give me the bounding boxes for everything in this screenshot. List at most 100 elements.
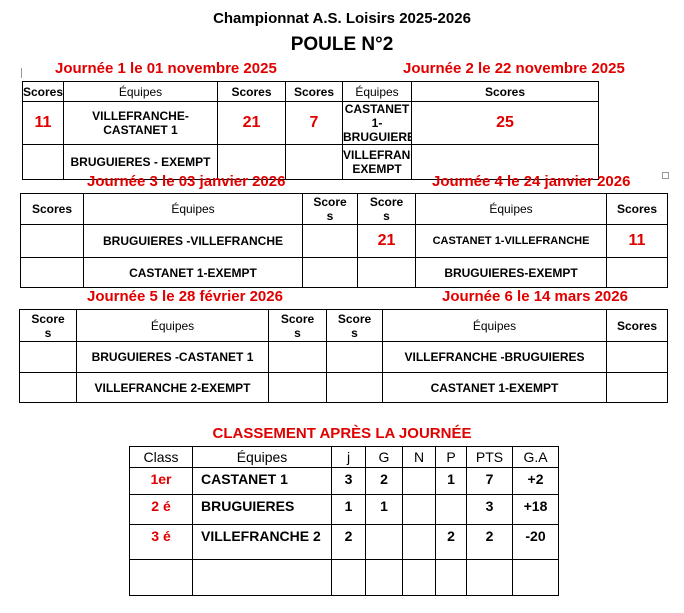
stat-cell — [512, 559, 559, 596]
stat-cell — [365, 524, 403, 560]
journee-4-heading: Journée 4 le 24 janvier 2026 — [432, 173, 631, 190]
stat-cell: 3 — [331, 467, 366, 495]
header-scores: Scores — [606, 309, 668, 342]
team-name: CASTANET 1 — [192, 467, 332, 495]
journee-5-6-table: Scores Équipes Scores Scores Équipes Sco… — [19, 309, 668, 403]
journee-2-heading: Journée 2 le 22 novembre 2025 — [403, 60, 625, 77]
stat-cell: 2 — [435, 524, 467, 560]
journee-1-2-table: Scores Équipes Scores Scores Équipes Sco… — [22, 81, 665, 180]
stat-cell — [402, 467, 436, 495]
score-cell — [20, 257, 84, 288]
stat-cell: 1 — [365, 494, 403, 525]
stat-cell: 1 — [331, 494, 366, 525]
journee-5-heading: Journée 5 le 28 février 2026 — [87, 288, 283, 305]
header-scores: Scores — [268, 309, 327, 342]
match-teams: VILLEFRANCHE- EXEMPT — [342, 144, 412, 180]
stat-cell: 3 — [466, 494, 513, 525]
match-teams: BRUGUIERES - EXEMPT — [63, 144, 218, 180]
score-cell — [268, 341, 327, 373]
column-header: Class — [129, 446, 193, 468]
score-cell — [606, 341, 668, 373]
score-cell: 11 — [22, 101, 64, 145]
match-teams: CASTANET 1-VILLEFRANCHE — [415, 224, 607, 258]
header-scores: Scores — [19, 309, 77, 342]
match-teams: VILLEFRANCHE-CASTANET 1 — [63, 101, 218, 145]
stat-cell — [466, 559, 513, 596]
document-title: Championnat A.S. Loisirs 2025-2026 — [213, 10, 471, 27]
team-name — [192, 559, 332, 596]
rank: 3 é — [129, 524, 193, 560]
journee-6-heading: Journée 6 le 14 mars 2026 — [442, 288, 628, 305]
header-scores: Scores — [285, 81, 343, 102]
stat-cell: +18 — [512, 494, 559, 525]
score-cell — [606, 372, 668, 403]
score-cell — [357, 257, 416, 288]
header-scores: Scores — [217, 81, 286, 102]
header-equipes: Équipes — [415, 193, 607, 225]
rank — [129, 559, 193, 596]
journee-3-4-table: Scores Équipes Scores Scores Équipes Sco… — [20, 193, 668, 288]
header-equipes: Équipes — [83, 193, 303, 225]
team-name: BRUGUIERES — [192, 494, 332, 525]
score-cell — [19, 372, 77, 403]
column-header: G.A — [512, 446, 559, 468]
stat-cell — [402, 524, 436, 560]
table-resize-handle[interactable] — [662, 172, 669, 179]
score-cell — [20, 224, 84, 258]
column-header: N — [402, 446, 436, 468]
header-scores: Scores — [411, 81, 599, 102]
header-equipes: Équipes — [382, 309, 607, 342]
stat-cell: 2 — [466, 524, 513, 560]
table-row: 2 é BRUGUIERES 1 1 3 +18 — [129, 494, 559, 525]
header-scores: Scores — [326, 309, 383, 342]
score-cell — [326, 372, 383, 403]
score-cell — [217, 144, 286, 180]
stat-cell: +2 — [512, 467, 559, 495]
pool-title: POULE N°2 — [290, 34, 394, 55]
score-cell — [268, 372, 327, 403]
match-teams: CASTANET 1-EXEMPT — [382, 372, 607, 403]
team-name: VILLEFRANCHE 2 — [192, 524, 332, 560]
header-equipes: Équipes — [342, 81, 412, 102]
rank: 1er — [129, 467, 193, 495]
score-cell — [22, 144, 64, 180]
score-cell — [19, 341, 77, 373]
stat-cell: 2 — [365, 467, 403, 495]
header-equipes: Équipes — [63, 81, 218, 102]
header-scores: Scores — [357, 193, 416, 225]
score-cell: 21 — [217, 101, 286, 145]
stat-cell — [402, 559, 436, 596]
header-equipes: Équipes — [76, 309, 269, 342]
stat-cell: 7 — [466, 467, 513, 495]
score-cell — [326, 341, 383, 373]
stat-cell: 1 — [435, 467, 467, 495]
score-cell — [606, 257, 668, 288]
column-header: G — [365, 446, 403, 468]
header-scores: Scores — [20, 193, 84, 225]
stat-cell: 2 — [331, 524, 366, 560]
classement-table: Class Équipes j G N P PTS G.A 1er CASTAN… — [129, 446, 559, 596]
stat-cell: -20 — [512, 524, 559, 560]
cursor-mark — [21, 68, 22, 78]
score-cell — [285, 144, 343, 180]
column-header: PTS — [466, 446, 513, 468]
match-teams: BRUGUIERES-EXEMPT — [415, 257, 607, 288]
table-row: 3 é VILLEFRANCHE 2 2 2 2 -20 — [129, 524, 559, 560]
column-header: j — [331, 446, 366, 468]
match-teams: VILLEFRANCHE -BRUGUIERES — [382, 341, 607, 373]
header-scores: Scores — [22, 81, 64, 102]
score-cell — [302, 257, 358, 288]
match-teams: BRUGUIERES -CASTANET 1 — [76, 341, 269, 373]
classement-title: CLASSEMENT APRÈS LA JOURNÉE — [212, 425, 472, 442]
match-teams: BRUGUIERES -VILLEFRANCHE — [83, 224, 303, 258]
table-row — [129, 559, 559, 596]
column-header: P — [435, 446, 467, 468]
match-teams: VILLEFRANCHE 2-EXEMPT — [76, 372, 269, 403]
stat-cell — [402, 494, 436, 525]
match-teams: CASTANET 1-BRUGUIERES — [342, 101, 412, 145]
stat-cell — [331, 559, 366, 596]
header-scores: Scores — [606, 193, 668, 225]
stat-cell — [435, 494, 467, 525]
score-cell — [302, 224, 358, 258]
score-cell — [411, 144, 599, 180]
